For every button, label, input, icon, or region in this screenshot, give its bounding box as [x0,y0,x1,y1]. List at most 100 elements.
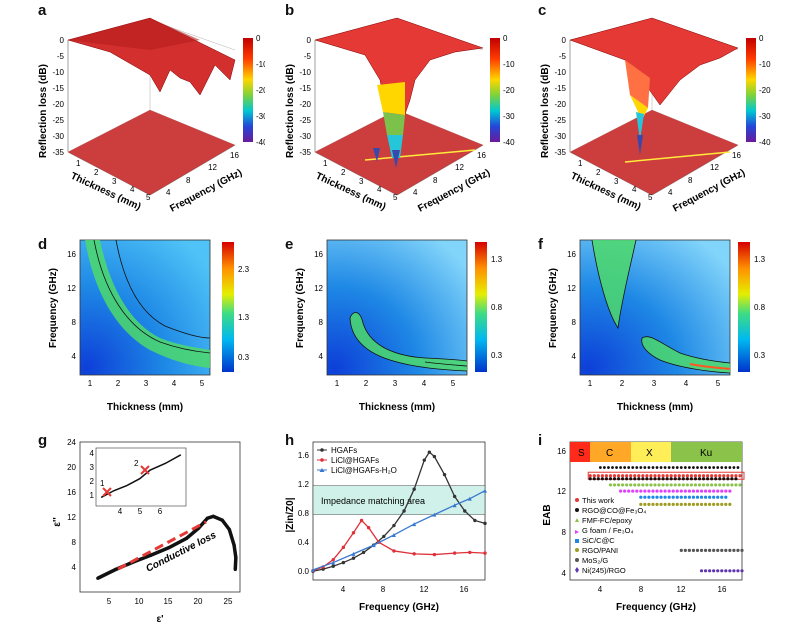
data-point [600,474,604,478]
x-ticks: 1 2 3 4 5 [335,379,456,388]
z-ticks: 0 -5 -10 -15 -20 -25 -30 -35 [299,36,311,157]
svg-text:1.3: 1.3 [238,313,250,322]
svg-text:0.8: 0.8 [754,303,766,312]
data-point [681,483,685,487]
svg-text:16: 16 [67,488,76,497]
data-point [635,489,639,493]
svg-text:24: 24 [67,438,76,447]
data-point [641,477,645,481]
x-ticks: 5 10 15 20 25 [107,597,233,606]
data-point [667,502,671,506]
data-point [619,466,622,469]
data-point [712,495,716,499]
legend-item: FMF-FC/epoxy [575,516,632,525]
data-point [673,474,677,478]
data-point [211,514,215,518]
svg-text:4: 4 [562,569,567,578]
data-point [220,518,224,522]
data-point [600,477,604,481]
svg-text:2: 2 [620,379,625,388]
svg-text:-35: -35 [554,148,566,157]
legend-item: MoS₂/G [575,556,608,565]
data-point [468,550,472,555]
data-point [655,502,659,506]
svg-text:3: 3 [112,177,117,186]
svg-text:-5: -5 [559,52,567,61]
data-point [649,483,653,487]
panel-label: c [538,2,547,19]
series-line [312,490,486,571]
z-axis-label: Reflection loss (dB) [540,64,551,158]
spike-blue [392,150,400,168]
data-point [651,466,655,469]
series-group [311,450,487,573]
data-point [687,489,691,493]
svg-text:-20: -20 [52,100,64,109]
data-point [432,454,437,459]
panel-b: b 0 -10 -20 -30 -40 0 -5 [265,0,530,215]
x-ticks: 1 2 3 4 5 [88,379,205,388]
conductive-dash [117,520,207,571]
data-point [687,495,691,499]
legend-item: G foam / Fe₃O₄ [575,526,634,535]
svg-text:8: 8 [186,176,191,185]
data-point [596,474,600,478]
svg-text:4: 4 [668,188,673,197]
y-ticks: 4 8 12 16 20 24 [67,438,76,572]
data-point [679,466,683,469]
svg-text:5: 5 [138,507,143,516]
data-point [633,477,637,481]
colorbar [222,242,234,372]
data-point [706,483,710,487]
svg-text:1: 1 [88,379,93,388]
data-point [592,477,596,481]
data-point [679,548,683,552]
svg-text:4: 4 [377,185,382,194]
band-x-label: X [646,448,653,459]
data-point [608,477,613,481]
data-point [637,483,641,487]
data-point [701,477,706,481]
eab-series [587,466,745,573]
data-point [113,567,118,572]
cross-marker-1 [102,487,112,497]
data-point [712,466,716,469]
data-point [732,569,736,573]
svg-text:4: 4 [118,507,123,516]
x-axis-label: Thickness (mm) [107,402,183,413]
data-point [612,477,617,481]
svg-text:0: 0 [759,34,764,43]
svg-text:1: 1 [90,491,95,500]
data-point [669,483,673,487]
data-point [659,495,663,499]
eab-row-4 [639,495,728,499]
panel-label: h [285,432,295,449]
data-point [412,487,416,491]
svg-text:4: 4 [166,188,171,197]
svg-text:-30: -30 [52,132,64,141]
y-ticks: 4 8 12 16 [567,250,576,361]
legend-item: This work [575,496,614,505]
plot-area [569,441,743,581]
data-point [738,483,742,487]
inset: 1 2 4 5 6 1 2 3 4 [90,447,187,516]
data-point [629,474,633,478]
svg-text:4: 4 [72,563,77,572]
band-ku-label: Ku [700,448,712,459]
panel-g: g Conductive loss 1 2 4 5 6 1 2 3 4 [0,430,265,634]
svg-text:-40: -40 [503,138,515,147]
data-point [728,466,732,469]
data-point [661,483,665,487]
data-point [651,495,655,499]
contour-line [349,312,468,362]
svg-text:-40: -40 [256,138,265,147]
data-point [427,450,432,454]
data-point [657,477,661,481]
data-point [623,466,627,469]
data-point [700,466,703,469]
data-point [726,483,730,487]
surface-green [383,112,405,135]
data-point [691,548,696,552]
data-point [643,502,647,506]
data-point [452,494,457,499]
